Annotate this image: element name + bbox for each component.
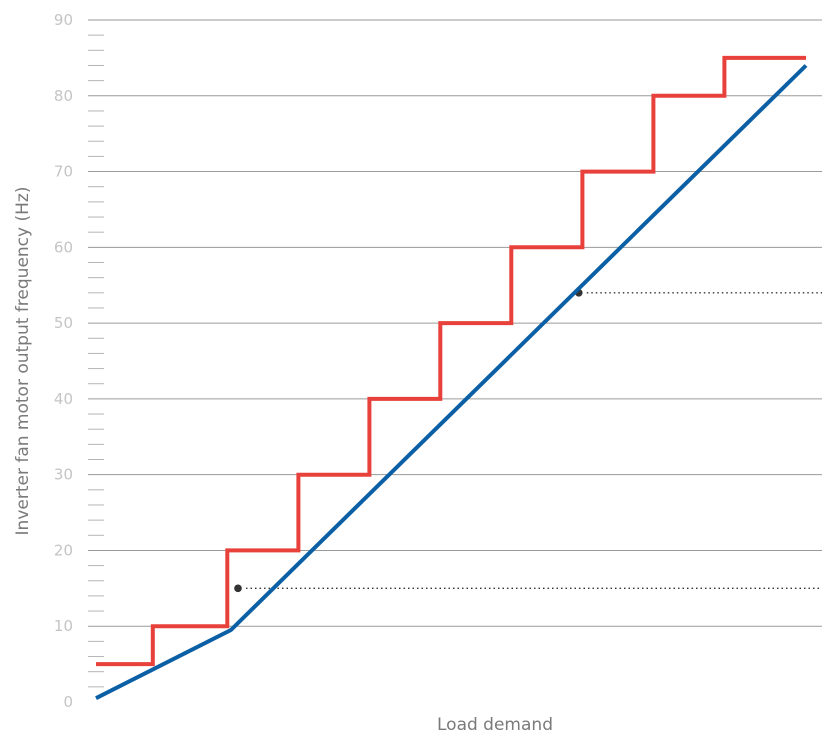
y-tick-label-30: 30 (54, 466, 73, 484)
y-tick-label-90: 90 (54, 11, 73, 29)
marker-layer (234, 289, 822, 593)
y-tick-label-70: 70 (54, 163, 73, 181)
series-layer (95, 55, 808, 700)
y-tick-labels: 0 10 20 30 40 50 60 70 80 90 (54, 11, 73, 711)
y-tick-label-0: 0 (63, 693, 73, 711)
minor-tick-layer (88, 34, 104, 688)
y-tick-label-20: 20 (54, 541, 73, 559)
series-stepped-line (96, 55, 806, 667)
marker-point-1 (234, 584, 242, 593)
x-axis-title: Load demand (437, 715, 553, 735)
y-tick-label-80: 80 (54, 87, 73, 105)
y-tick-label-50: 50 (54, 314, 73, 332)
series-linear-line (95, 64, 808, 700)
y-tick-label-10: 10 (54, 617, 73, 635)
y-tick-label-60: 60 (54, 238, 73, 256)
y-axis-title: Inverter fan motor output frequency (Hz) (13, 187, 33, 536)
y-tick-label-40: 40 (54, 390, 73, 408)
